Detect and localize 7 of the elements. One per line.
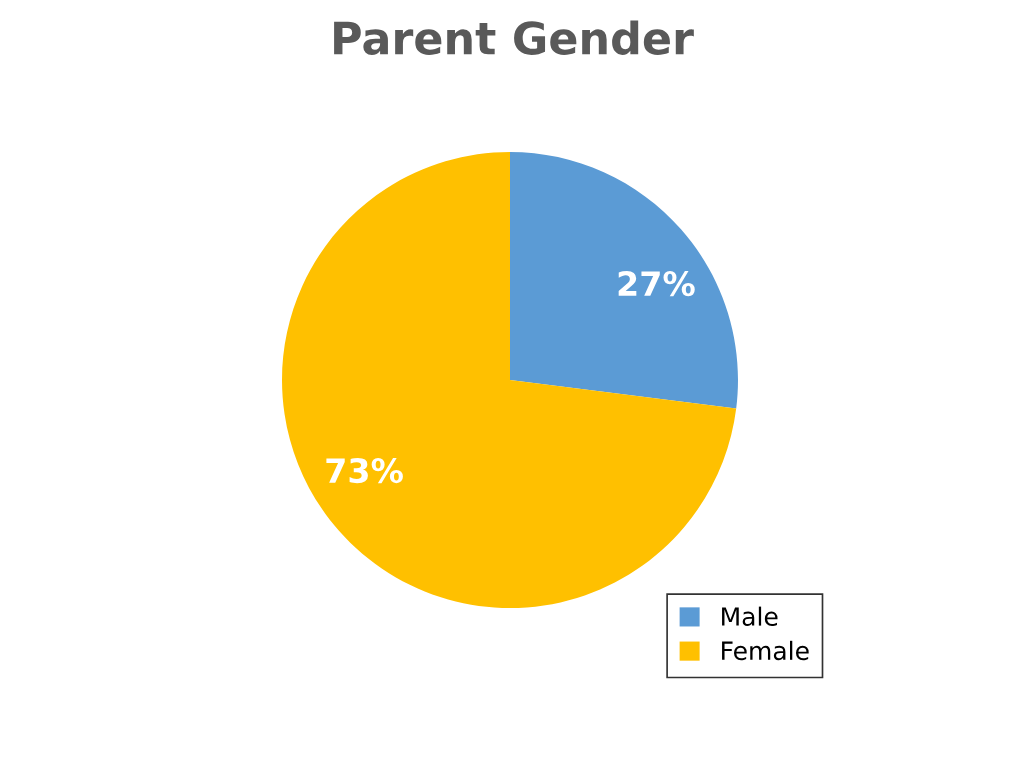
pie-slice	[510, 152, 738, 409]
data-label: 73%	[326, 457, 403, 484]
chart-title: Parent Gender	[334, 20, 694, 55]
legend-label: Female	[722, 640, 809, 661]
data-label: 27%	[618, 270, 695, 297]
legend-label: Male	[722, 606, 778, 626]
pie-slice	[282, 152, 737, 608]
